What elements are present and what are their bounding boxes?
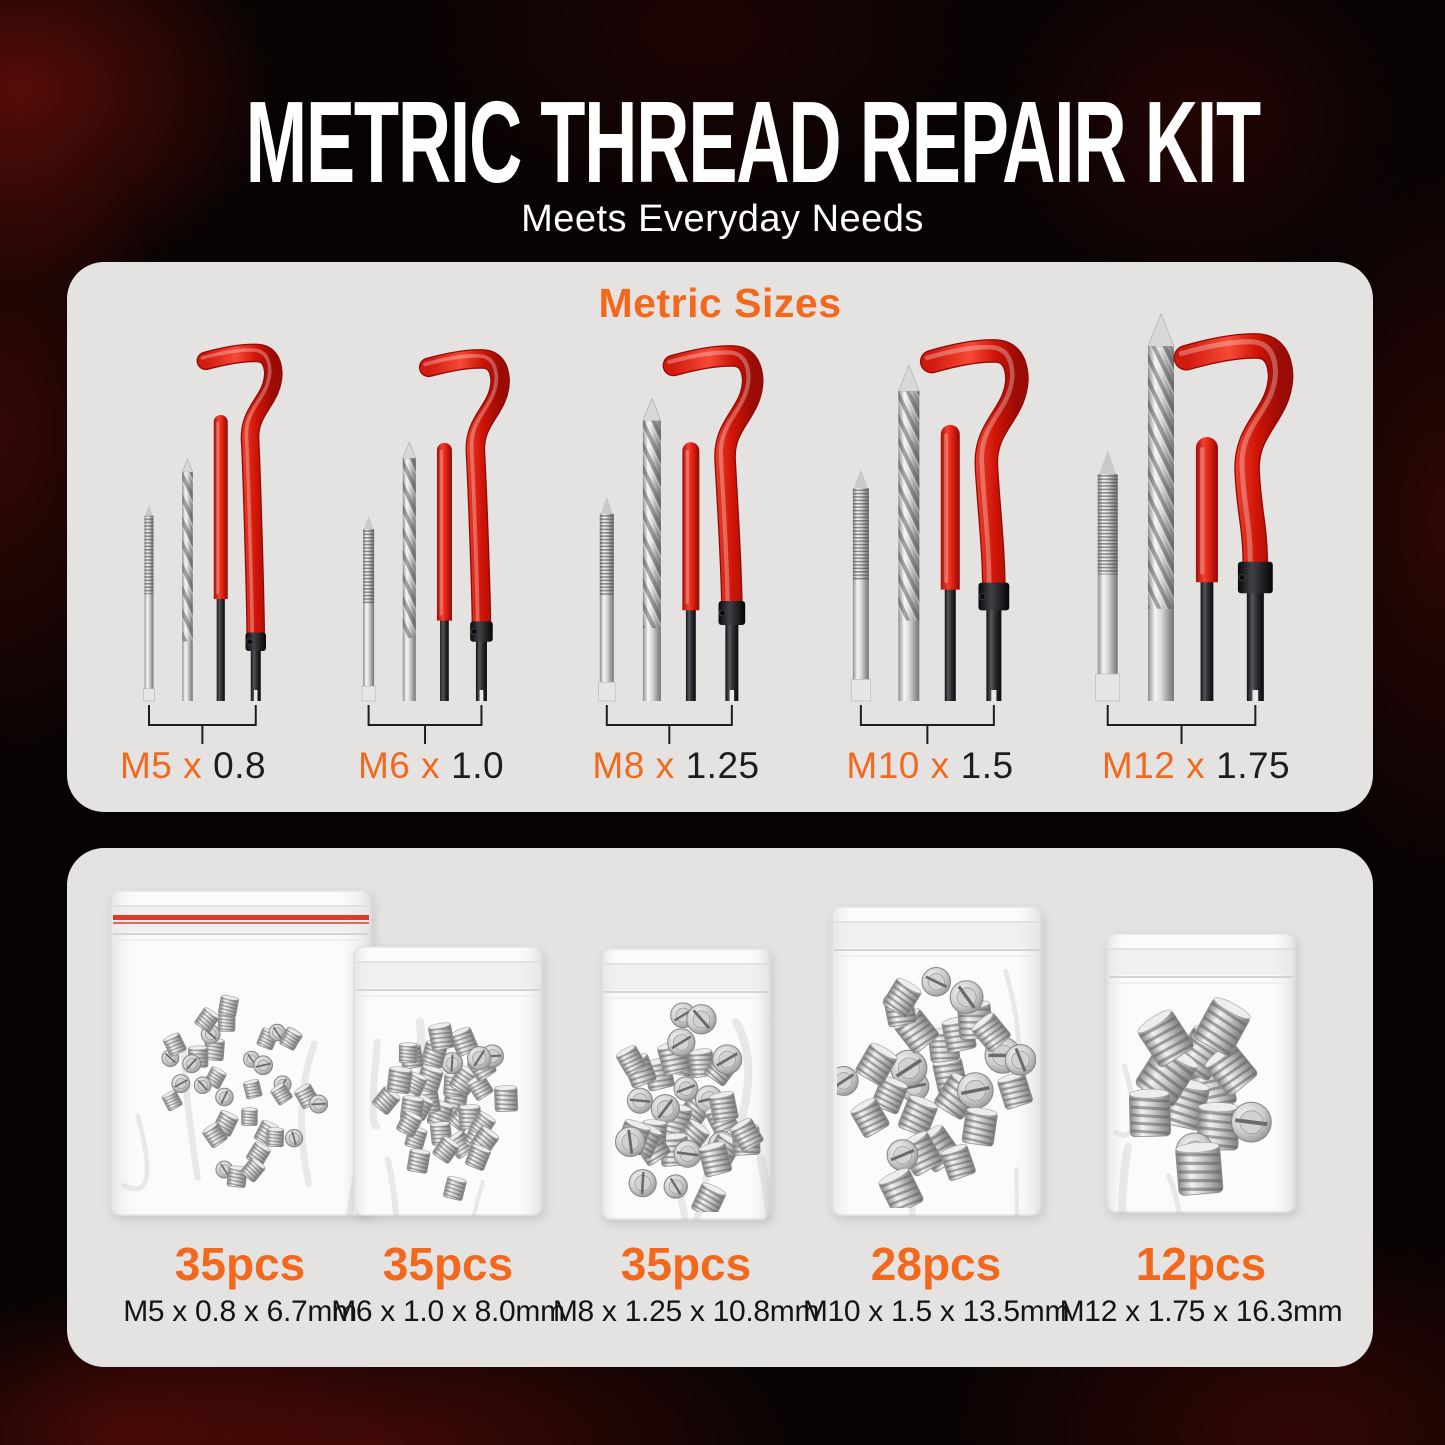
m8-insert-bag-image: [601, 948, 771, 1220]
bag-label-m6: 35pcs M6 x 1.0 x 8.0mm: [331, 1240, 565, 1329]
size-label-m10: M10 x 1.5: [846, 745, 1014, 787]
bag-spec-m8: M8 x 1.25 x 10.8mm: [552, 1295, 820, 1329]
metric-sizes-heading: Metric Sizes: [598, 280, 842, 326]
size-label-m10-pitch: 1.5: [960, 745, 1014, 786]
size-label-m5-pitch: 0.8: [213, 745, 267, 786]
size-label-m5: M5 x 0.8: [119, 745, 267, 787]
m8-tool-set-image: [574, 345, 779, 745]
size-label-m12: M12 x 1.75: [1101, 745, 1291, 787]
bag-count-m5: 35pcs: [174, 1238, 306, 1290]
size-label-m10-size: M10 x: [846, 745, 950, 786]
bag-label-m8: 35pcs M8 x 1.25 x 10.8mm: [552, 1238, 820, 1329]
bag-spec-m6: M6 x 1.0 x 8.0mm: [331, 1295, 565, 1329]
size-label-m12-pitch: 1.75: [1216, 745, 1291, 786]
size-label-m12-size: M12 x: [1101, 745, 1206, 786]
size-label-m8-pitch: 1.25: [685, 745, 760, 786]
m12-tool-set-image: [1069, 305, 1311, 745]
size-label-m6: M6 x 1.0: [357, 745, 505, 787]
bag-spec-m12: M12 x 1.75 x 16.3mm: [1059, 1295, 1343, 1329]
size-label-m8: M8 x 1.25: [592, 745, 760, 787]
m6-insert-bag-image: [353, 946, 543, 1216]
m10-tool-set-image: [826, 333, 1044, 745]
m5-insert-bag-image: [110, 890, 372, 1216]
bag-spec-m10: M10 x 1.5 x 13.5mm: [802, 1295, 1070, 1329]
m5-tool-set-image: [121, 343, 296, 745]
size-label-m8-size: M8 x: [592, 745, 675, 786]
bag-count-m10: 28pcs: [870, 1238, 1002, 1290]
m12-insert-bag-image: [1106, 933, 1296, 1213]
bag-label-m5: 35pcs M5 x 0.8 x 6.7mm: [123, 1240, 357, 1329]
bag-label-m10: 28pcs M10 x 1.5 x 13.5mm: [802, 1238, 1070, 1329]
size-label-m6-size: M6 x: [357, 745, 441, 786]
size-label-m6-pitch: 1.0: [451, 745, 505, 786]
bag-spec-m5: M5 x 0.8 x 6.7mm: [123, 1295, 357, 1329]
bag-count-m6: 35pcs: [382, 1238, 514, 1290]
size-label-m5-size: M5 x: [119, 745, 203, 786]
bag-count-m8: 35pcs: [620, 1238, 752, 1290]
m10-insert-bag-image: [831, 906, 1042, 1216]
page-title: METRIC THREAD REPAIR KIT: [245, 76, 1261, 207]
page-subtitle: Meets Everyday Needs: [521, 198, 924, 240]
m6-tool-set-image: [339, 349, 524, 745]
bag-count-m12: 12pcs: [1135, 1238, 1267, 1290]
bag-label-m12: 12pcs M12 x 1.75 x 16.3mm: [1060, 1240, 1343, 1329]
